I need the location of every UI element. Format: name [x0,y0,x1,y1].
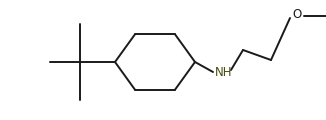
Text: O: O [292,7,301,21]
Text: NH: NH [215,66,232,78]
